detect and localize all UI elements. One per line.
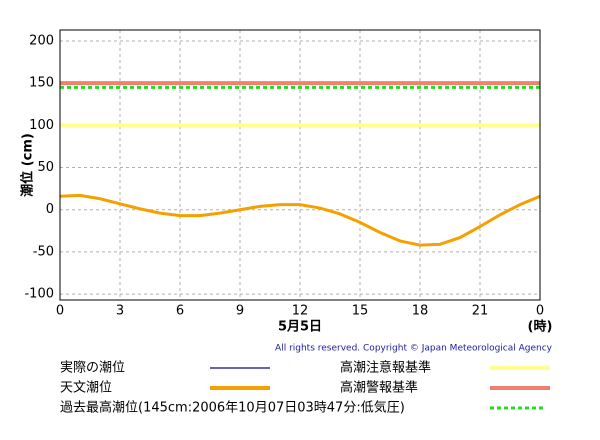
legend-label: 過去最高潮位(145cm:2006年10月07日03時47分:低気圧) bbox=[60, 400, 405, 416]
x-tick-label: 3 bbox=[116, 304, 124, 319]
y-tick-label: 150 bbox=[29, 76, 54, 91]
legend-label: 高潮注意報基準 bbox=[340, 360, 431, 376]
y-axis-label: 潮位 (cm) bbox=[20, 133, 36, 197]
x-tick-label: 6 bbox=[176, 304, 184, 319]
y-tick-label: 100 bbox=[29, 118, 54, 133]
y-tick-label: 50 bbox=[37, 160, 54, 175]
x-tick-label: 15 bbox=[352, 304, 369, 319]
x-axis-label: 5月5日 bbox=[278, 320, 322, 335]
x-tick-label: 0 bbox=[536, 304, 544, 319]
x-tick-label: 0 bbox=[56, 304, 64, 319]
legend-label: 高潮警報基準 bbox=[340, 380, 418, 396]
legend-label: 天文潮位 bbox=[60, 381, 112, 396]
tide-line bbox=[59, 193, 541, 247]
copyright: All rights reserved. Copyright © Japan M… bbox=[275, 344, 553, 354]
legend-label: 実際の潮位 bbox=[60, 360, 125, 376]
y-tick-label: 200 bbox=[29, 33, 54, 48]
x-tick-label: 9 bbox=[236, 304, 244, 319]
x-tick-label: 18 bbox=[412, 304, 429, 319]
y-tick-label: -100 bbox=[24, 287, 54, 302]
y-tick-label: -50 bbox=[33, 244, 54, 259]
plot-frame bbox=[59, 29, 541, 301]
y-tick-label: 0 bbox=[46, 202, 54, 217]
x-unit: (時) bbox=[528, 319, 553, 335]
x-tick-label: 12 bbox=[292, 304, 309, 319]
x-tick-label: 21 bbox=[472, 304, 489, 319]
